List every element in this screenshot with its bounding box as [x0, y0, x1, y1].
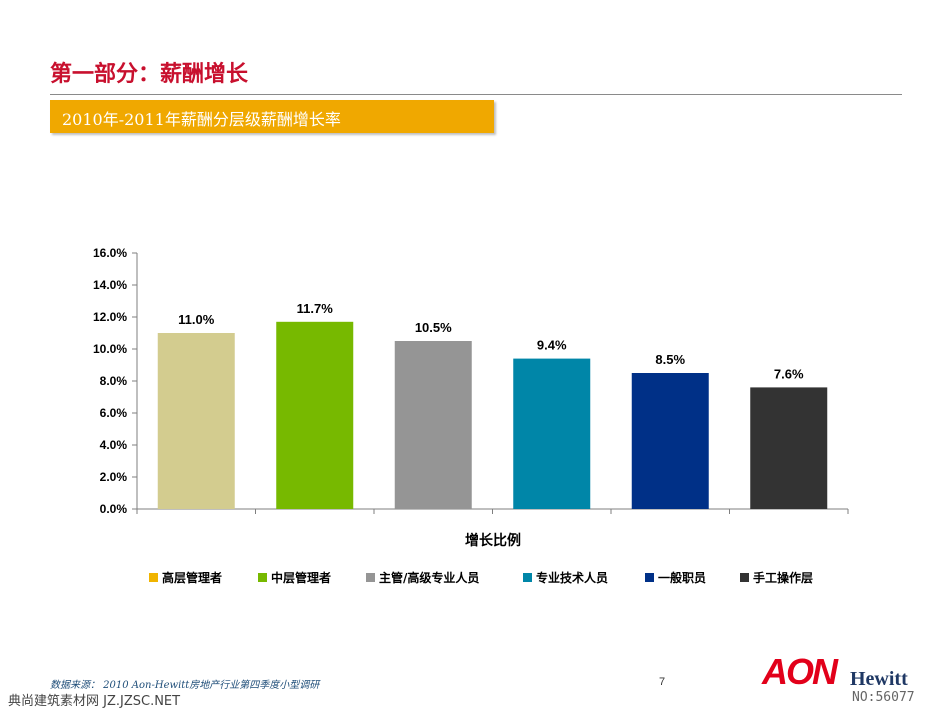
legend-item-4: 专业技术人员 — [523, 570, 608, 585]
logo-hewitt-text: Hewitt — [850, 668, 908, 690]
y-tick-label: 8.0% — [100, 374, 128, 388]
aon-hewitt-logo: AON Hewitt — [762, 652, 912, 692]
legend-label: 一般职员 — [658, 570, 706, 585]
watermark-site: 典尚建筑素材网 JZ.JZSC.NET — [8, 694, 181, 709]
data-label-2: 11.7% — [297, 301, 334, 316]
data-label-4: 9.4% — [537, 338, 567, 353]
data-label-6: 7.6% — [774, 366, 804, 381]
legend-label: 主管/高级专业人员 — [379, 570, 479, 585]
bar-6 — [750, 387, 828, 509]
chart-bars — [157, 321, 828, 509]
legend-swatch — [740, 573, 749, 582]
legend-swatch — [366, 573, 375, 582]
legend-item-1: 高层管理者 — [149, 570, 222, 585]
legend-label: 中层管理者 — [271, 570, 331, 585]
data-labels: 11.0% 11.7% 10.5% 9.4% 8.5% 7.6% — [178, 301, 804, 382]
y-tick-label: 10.0% — [93, 342, 127, 356]
y-tick-label: 4.0% — [100, 438, 128, 452]
bar-3 — [394, 341, 472, 509]
page-number: 7 — [659, 676, 666, 688]
legend-label: 手工操作层 — [753, 570, 813, 585]
bar-1 — [157, 333, 235, 509]
chart-axes — [136, 253, 849, 514]
legend-label: 专业技术人员 — [536, 570, 608, 585]
legend-item-3: 主管/高级专业人员 — [366, 570, 479, 585]
y-tick-label: 12.0% — [93, 310, 127, 324]
logo-aon-text: AON — [762, 651, 838, 692]
subtitle-text: 2010年-2011年薪酬分层级薪酬增长率 — [62, 110, 341, 129]
bar-4 — [513, 358, 591, 509]
legend-swatch — [523, 573, 532, 582]
bar-5 — [631, 373, 709, 509]
y-tick-label: 0.0% — [100, 502, 128, 516]
y-axis-ticks: 0.0% 2.0% 4.0% 6.0% 8.0% 10.0% 12.0% 14.0% 16.0% — [93, 246, 137, 516]
legend-swatch — [149, 573, 158, 582]
page-title: 第一部分：薪酬增长 — [50, 61, 249, 87]
data-label-1: 11.0% — [178, 312, 215, 327]
x-axis-label: 增长比例 — [465, 532, 521, 549]
legend-swatch — [645, 573, 654, 582]
y-tick-label: 16.0% — [93, 246, 127, 260]
y-tick-label: 2.0% — [100, 470, 128, 484]
source-note: 数据来源： 2010 Aon-Hewitt房地产行业第四季度小型调研 — [50, 680, 320, 691]
y-tick-label: 14.0% — [93, 278, 127, 292]
watermark-number: NO:56077 — [852, 690, 915, 705]
legend-swatch — [258, 573, 267, 582]
subtitle-banner: 2010年-2011年薪酬分层级薪酬增长率 — [50, 100, 494, 133]
bar-2 — [276, 321, 354, 509]
legend-item-6: 手工操作层 — [740, 570, 813, 585]
legend-item-2: 中层管理者 — [258, 570, 331, 585]
title-divider — [50, 94, 902, 95]
data-label-3: 10.5% — [415, 320, 452, 335]
data-label-5: 8.5% — [655, 352, 685, 367]
legend-item-5: 一般职员 — [645, 570, 706, 585]
y-tick-label: 6.0% — [100, 406, 128, 420]
legend-label: 高层管理者 — [162, 570, 222, 585]
chart-legend: 高层管理者 中层管理者 主管/高级专业人员 专业技术人员 一般职员 手工操作层 — [149, 570, 813, 585]
